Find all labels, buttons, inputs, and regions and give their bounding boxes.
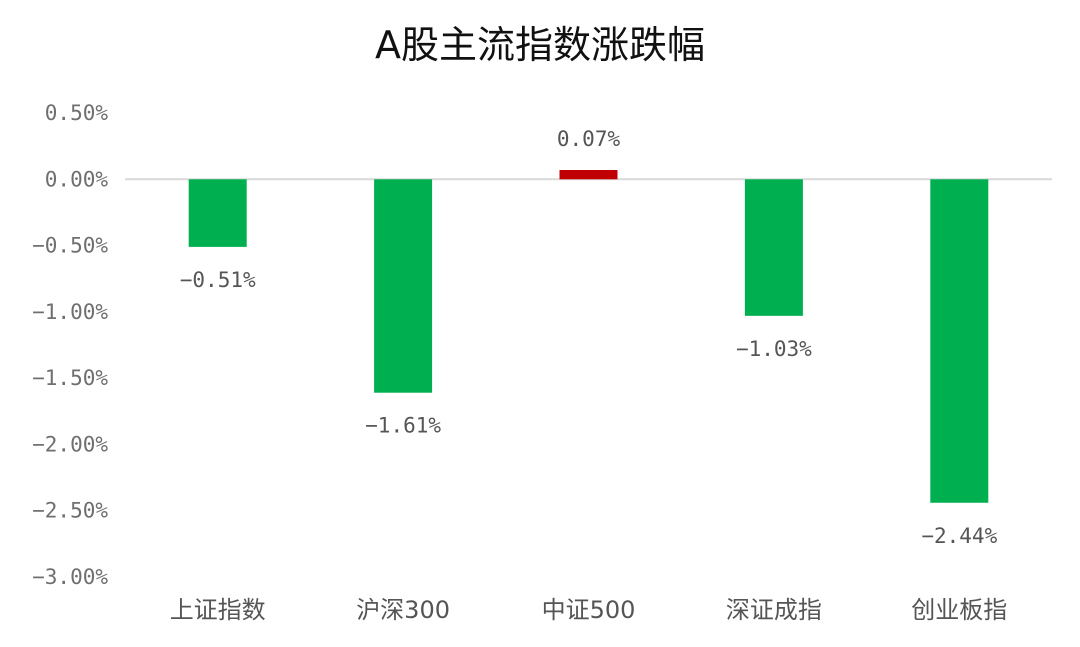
y-tick-label: −2.50% [32,499,108,523]
data-label: −1.03% [736,337,812,361]
x-axis: 上证指数 沪深300 中证500 深证成指 创业板指 [170,596,1008,624]
data-label: −2.44% [921,524,997,548]
bars [188,170,989,503]
y-tick-label: −2.00% [32,432,108,456]
bar [930,179,989,503]
y-tick-label: −0.50% [32,234,108,258]
y-axis: 0.50% 0.00% −0.50% −1.00% −1.50% −2.00% −2.50%… [32,101,108,589]
x-tick-label: 创业板指 [911,596,1007,624]
data-label: 0.07% [557,127,621,151]
bar [188,179,247,247]
chart-title: A股主流指数涨跌幅 [375,23,705,67]
x-tick-label: 中证500 [542,596,636,624]
y-tick-label: 0.00% [45,167,109,191]
bar [559,170,618,180]
x-tick-label: 深证成指 [726,596,822,624]
y-tick-label: −1.50% [32,366,108,390]
y-tick-label: −3.00% [32,565,108,589]
x-tick-label: 上证指数 [170,596,266,624]
x-tick-label: 沪深300 [356,596,450,624]
y-tick-label: 0.50% [45,101,109,125]
bar [374,179,433,393]
data-label: −0.51% [180,268,256,292]
bar [744,179,803,316]
data-labels: −0.51% −1.61% 0.07% −1.03% −2.44% [180,127,998,548]
data-label: −1.61% [365,414,441,438]
y-tick-label: −1.00% [32,300,108,324]
